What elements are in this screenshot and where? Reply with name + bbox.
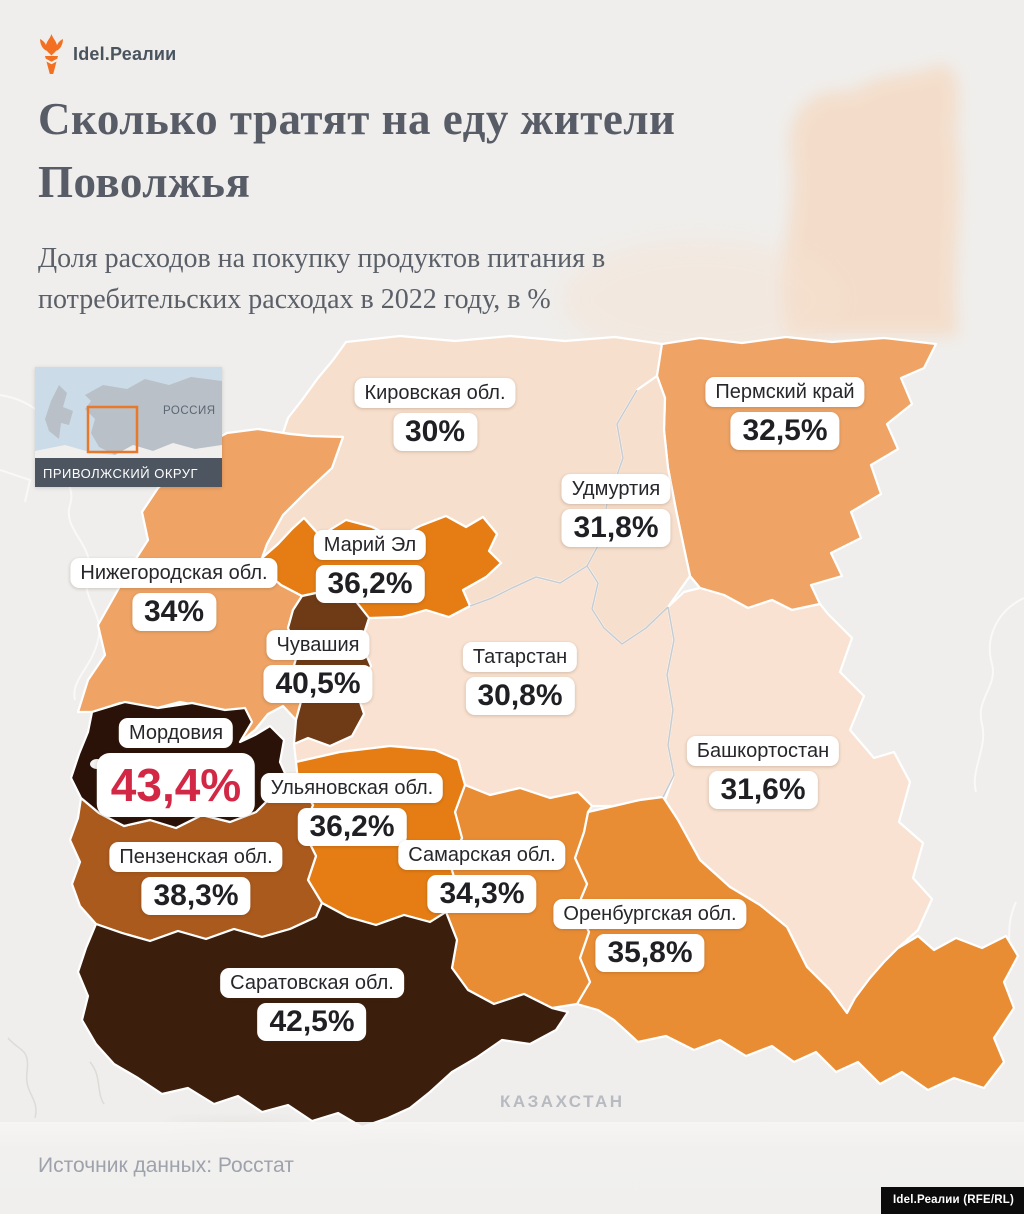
inset-country-label: РОССИЯ xyxy=(163,405,216,417)
page-title: Сколько тратят на еду жители Поволжья xyxy=(38,88,818,214)
subtitle-line-1: Доля расходов на покупку продуктов питан… xyxy=(38,243,606,274)
title-line-2: Поволжья xyxy=(38,157,251,207)
page-subtitle: Доля расходов на покупку продуктов питан… xyxy=(38,238,778,320)
kazakhstan-label: КАЗАХСТАН xyxy=(500,1092,625,1111)
locator-inset-map: РОССИЯ ПРИВОЛЖСКИЙ ОКРУГ xyxy=(35,367,222,487)
map-region-samarskaya xyxy=(444,783,594,1010)
inset-highlight-box xyxy=(86,405,139,454)
map-fade-blob-2 xyxy=(560,238,840,362)
map-region-chuvashia xyxy=(286,588,373,748)
inset-district-label: ПРИВОЛЖСКИЙ ОКРУГ xyxy=(43,466,198,481)
map-region-orenburgskaya xyxy=(573,795,1020,1092)
neighbor-borders-south xyxy=(7,1037,105,1119)
subtitle-line-2: потребительских расходах в 2022 году, в … xyxy=(38,284,551,315)
map-region-ulyanovskaya xyxy=(294,744,467,927)
brand: Idel.Реалии xyxy=(38,34,176,74)
brand-logo-text: Idel.Реалии xyxy=(73,43,177,64)
credit-badge: Idel.Реалии (RFE/RL) xyxy=(880,1187,1024,1214)
title-line-1: Сколько тратят на еду жители xyxy=(38,94,676,144)
header: Idel.Реалии xyxy=(38,34,176,74)
inset-scandinavia xyxy=(45,385,73,439)
same-color-borders xyxy=(469,389,675,798)
footer: Источник данных: Росстат Idel.Реалии (RF… xyxy=(0,1122,1024,1214)
inset-caption-bar xyxy=(35,458,222,487)
inset-russia-land xyxy=(85,377,222,455)
torch-icon xyxy=(40,34,63,74)
data-source-label: Источник данных: Росстат xyxy=(38,1154,294,1177)
map-fade-blob xyxy=(782,64,960,336)
